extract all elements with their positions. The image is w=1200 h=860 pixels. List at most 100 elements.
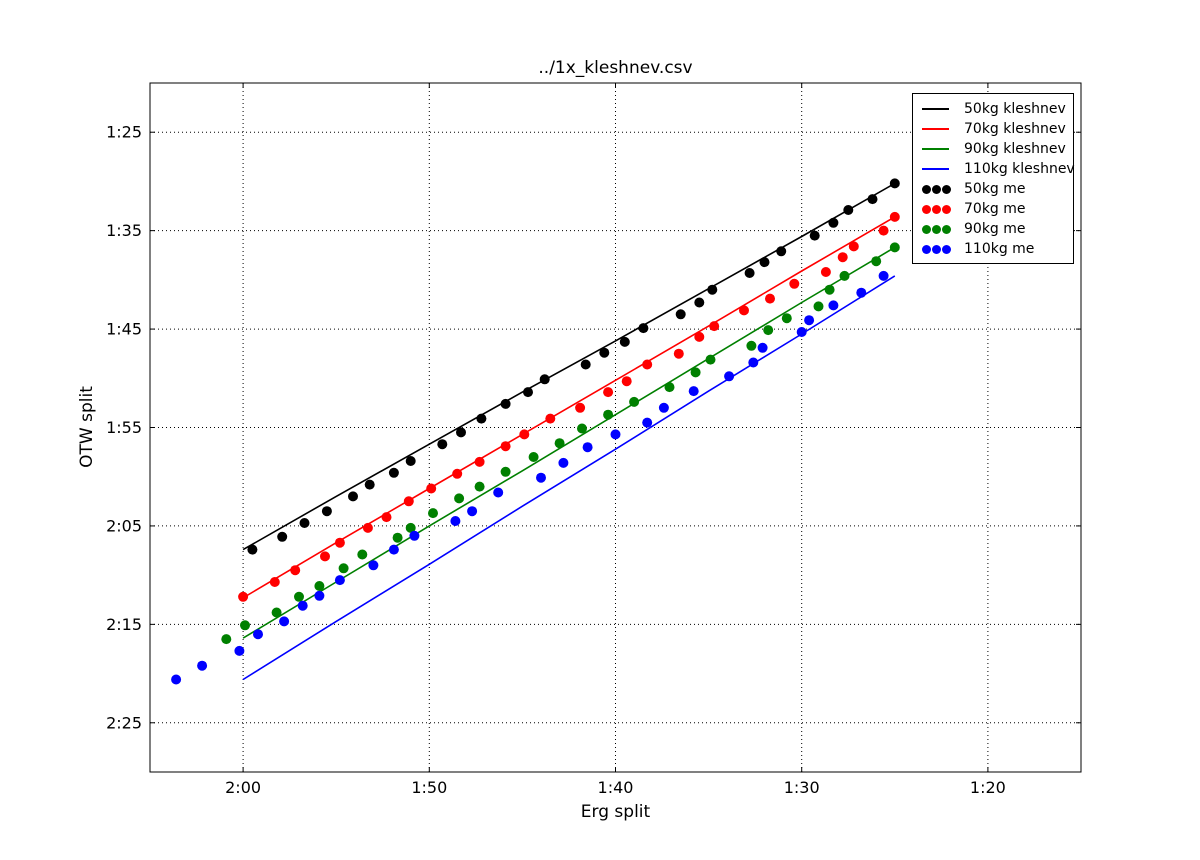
data-point xyxy=(253,629,263,640)
line-110kg-kleshnev xyxy=(242,275,896,681)
series-110kg-kleshnev xyxy=(242,275,896,681)
data-point xyxy=(603,387,614,398)
data-point xyxy=(629,396,640,407)
dots-swatch xyxy=(922,244,951,254)
dot-swatch xyxy=(932,224,941,234)
data-point xyxy=(474,481,485,492)
data-point xyxy=(364,479,375,490)
data-point xyxy=(675,309,686,320)
data-point xyxy=(450,516,461,526)
legend-label: 70kg me xyxy=(964,201,1026,217)
series-50kg-kleshnev xyxy=(242,182,896,551)
dot-swatch xyxy=(942,204,951,214)
dot-swatch xyxy=(942,224,951,234)
data-point xyxy=(889,211,900,222)
legend-label: 90kg kleshnev xyxy=(964,141,1066,157)
y-tick-label: 1:55 xyxy=(106,418,142,437)
data-point xyxy=(744,268,755,278)
data-point xyxy=(709,321,720,332)
data-point xyxy=(294,591,304,602)
data-point xyxy=(878,225,889,236)
data-point xyxy=(705,354,716,365)
legend-line-sample xyxy=(922,108,956,110)
y-tick-label: 1:25 xyxy=(106,123,142,142)
data-point xyxy=(474,456,485,467)
data-point xyxy=(297,600,308,611)
dot-swatch xyxy=(932,204,941,214)
data-point xyxy=(381,512,392,523)
data-point xyxy=(348,491,358,502)
data-point xyxy=(582,442,593,453)
data-point xyxy=(824,284,835,295)
series-70kg-me xyxy=(238,211,900,602)
data-point xyxy=(642,359,653,370)
data-point xyxy=(321,506,332,517)
x-tick-label: 1:50 xyxy=(411,778,447,797)
data-point xyxy=(707,284,718,295)
legend: 50kg kleshnev 70kg kleshnev 90kg kleshnev 1… xyxy=(912,93,1075,264)
data-point xyxy=(673,348,684,359)
data-point xyxy=(428,508,438,519)
data-point xyxy=(658,402,669,413)
data-point xyxy=(843,205,854,215)
data-point xyxy=(388,544,399,555)
data-point xyxy=(759,257,770,268)
legend-dots-sample xyxy=(922,204,956,214)
legend-item-70kg-me: 70kg me xyxy=(913,199,1073,219)
data-point xyxy=(247,544,258,555)
data-point xyxy=(405,522,416,533)
data-point xyxy=(638,323,649,334)
data-point xyxy=(599,347,610,358)
data-point xyxy=(603,409,614,420)
data-point xyxy=(878,270,889,281)
data-point xyxy=(392,532,403,543)
data-point xyxy=(405,456,416,466)
data-point xyxy=(642,417,653,428)
data-point xyxy=(362,522,373,533)
chart-title: ../1x_kleshnev.csv xyxy=(538,58,693,78)
line-swatch xyxy=(922,108,949,110)
data-point xyxy=(456,427,466,438)
y-axis-label: OTW split xyxy=(77,386,97,468)
dot-swatch xyxy=(942,244,951,254)
data-point xyxy=(238,591,249,602)
data-point xyxy=(820,267,831,277)
dot-swatch xyxy=(932,184,941,194)
series-50kg-me xyxy=(247,178,900,555)
line-50kg-kleshnev xyxy=(242,182,896,551)
y-tick-label: 1:35 xyxy=(106,221,142,240)
data-point xyxy=(519,429,530,440)
data-point xyxy=(619,336,630,347)
line-swatch xyxy=(922,168,949,170)
data-point xyxy=(403,496,414,507)
data-point xyxy=(664,382,675,393)
data-point xyxy=(809,230,820,241)
legend-dots-sample xyxy=(922,184,956,194)
data-point xyxy=(476,413,487,424)
data-point xyxy=(690,367,701,378)
data-point xyxy=(813,301,824,312)
data-point xyxy=(357,549,368,560)
legend-line-sample xyxy=(922,148,956,150)
dots-swatch xyxy=(922,224,951,234)
legend-item-90kg-kleshnev: 90kg kleshnev xyxy=(913,139,1073,159)
data-point xyxy=(776,246,787,257)
dot-swatch xyxy=(942,184,951,194)
data-point xyxy=(269,577,280,587)
data-point xyxy=(277,531,288,542)
data-point xyxy=(575,402,586,413)
data-point xyxy=(234,645,245,656)
dots-swatch xyxy=(922,204,951,214)
data-point xyxy=(454,493,465,504)
data-point xyxy=(545,413,556,424)
data-point xyxy=(554,438,565,449)
data-point xyxy=(197,660,208,671)
legend-label: 50kg kleshnev xyxy=(964,101,1066,117)
data-point xyxy=(856,287,867,298)
data-point xyxy=(338,563,349,574)
legend-line-sample xyxy=(922,168,956,170)
series-90kg-kleshnev xyxy=(242,246,896,639)
line-70kg-kleshnev xyxy=(242,216,896,599)
